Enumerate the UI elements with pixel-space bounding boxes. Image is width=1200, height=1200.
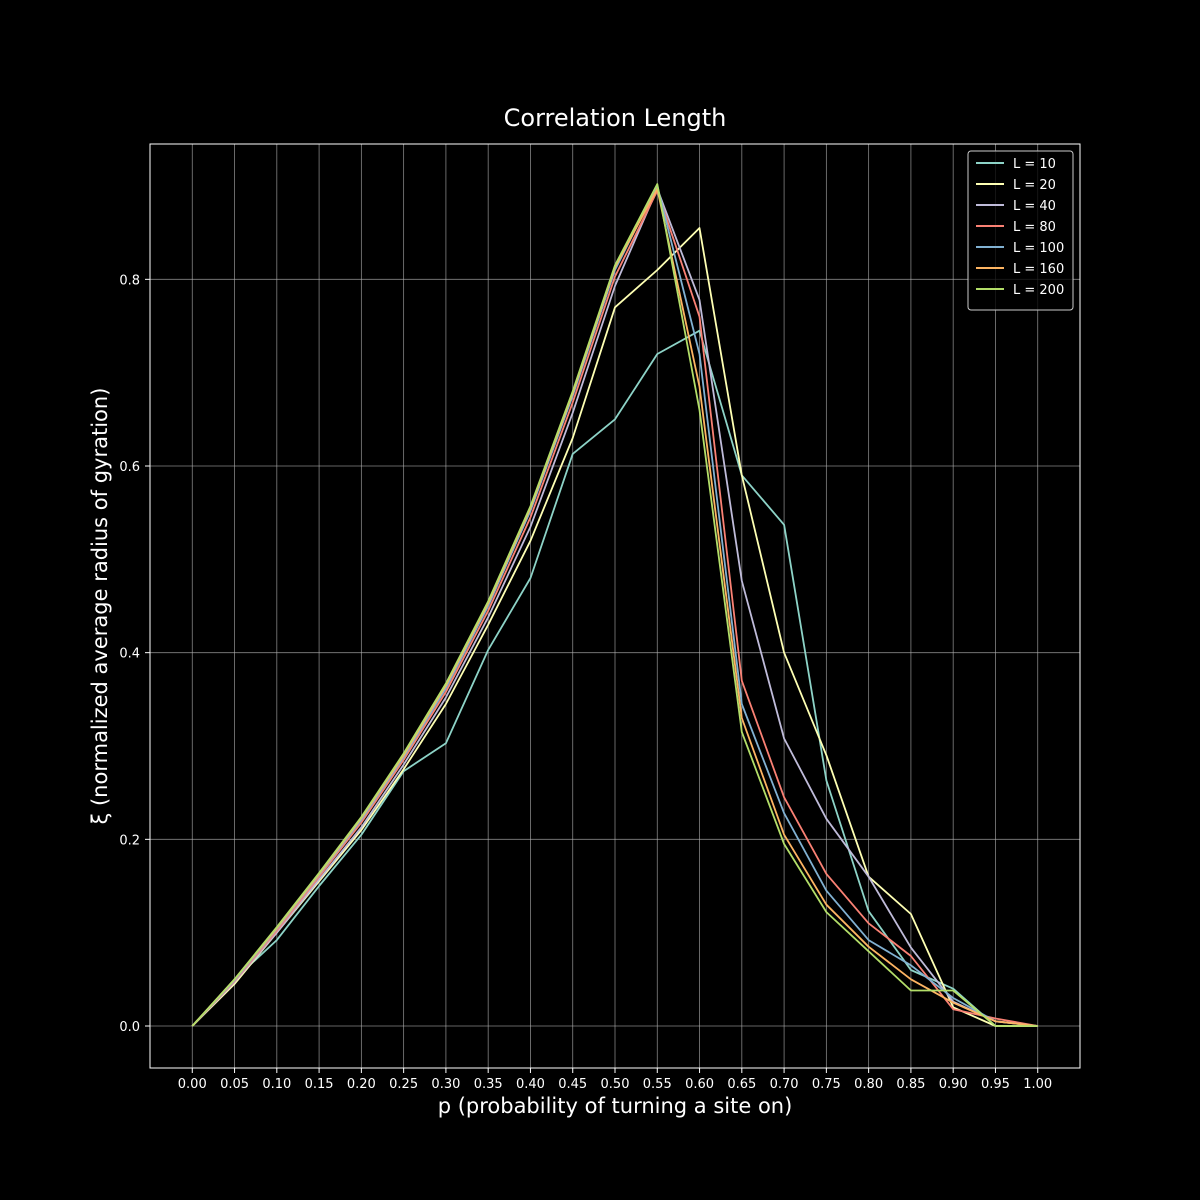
x-tick-label: 1.00: [1023, 1077, 1052, 1092]
series-lines: [191, 183, 1038, 1027]
x-tick-label: 0.20: [347, 1077, 376, 1092]
legend-label: L = 100: [1013, 241, 1064, 256]
legend-label: L = 160: [1013, 262, 1064, 277]
legend[interactable]: L = 10 L = 20 L = 40 L = 80 L = 100 L = 160 L …: [967, 150, 1074, 311]
x-tick-label: 0.85: [896, 1077, 925, 1092]
y-tick-label: 0.6: [119, 460, 140, 475]
x-tick-label: 0.10: [262, 1077, 291, 1092]
x-tick-label: 0.50: [601, 1077, 630, 1092]
x-tick-label: 0.90: [939, 1077, 968, 1092]
y-tick-label: 0.2: [119, 833, 140, 848]
series-line-l-10: [191, 329, 1038, 1027]
legend-label: L = 80: [1013, 220, 1056, 235]
legend-label: L = 20: [1013, 178, 1056, 193]
chart-title: Correlation Length: [504, 104, 727, 132]
x-tick-label: 0.60: [685, 1077, 714, 1092]
legend-box: [967, 150, 1074, 311]
y-tick-label: 0.4: [119, 647, 140, 662]
y-axis-ticks: 0.0 0.2 0.4 0.6 0.8: [119, 273, 150, 1035]
x-tick-label: 0.70: [770, 1077, 799, 1092]
x-axis-label: p (probability of turning a site on): [438, 1094, 793, 1118]
series-line-l-40: [191, 187, 1038, 1027]
x-tick-label: 0.65: [727, 1077, 756, 1092]
x-tick-label: 0.05: [220, 1077, 249, 1092]
legend-label: L = 200: [1013, 283, 1064, 298]
y-axis-label: ξ (normalized average radius of gyration…: [88, 388, 112, 825]
x-tick-label: 0.25: [389, 1077, 418, 1092]
x-tick-label: 0.35: [474, 1077, 503, 1092]
x-tick-label: 0.40: [516, 1077, 545, 1092]
y-tick-label: 0.8: [119, 273, 140, 288]
legend-label: L = 10: [1013, 157, 1056, 172]
x-tick-label: 0.30: [431, 1077, 460, 1092]
x-axis-ticks: 0.00 0.05 0.10 0.15 0.20 0.25 0.30 0.35 0.40 0.45…: [178, 1068, 1052, 1092]
x-tick-label: 0.15: [305, 1077, 334, 1092]
x-tick-label: 0.45: [558, 1077, 587, 1092]
series-line-l-20: [191, 227, 1038, 1027]
x-tick-label: 0.95: [981, 1077, 1010, 1092]
x-tick-label: 0.75: [812, 1077, 841, 1092]
x-tick-label: 0.00: [178, 1077, 207, 1092]
y-tick-label: 0.0: [119, 1020, 140, 1035]
x-tick-label: 0.80: [854, 1077, 883, 1092]
x-tick-label: 0.55: [643, 1077, 672, 1092]
grid: [150, 144, 1080, 1068]
series-line-l-200: [191, 183, 1038, 1027]
legend-label: L = 40: [1013, 199, 1056, 214]
series-line-l-80: [191, 189, 1038, 1027]
